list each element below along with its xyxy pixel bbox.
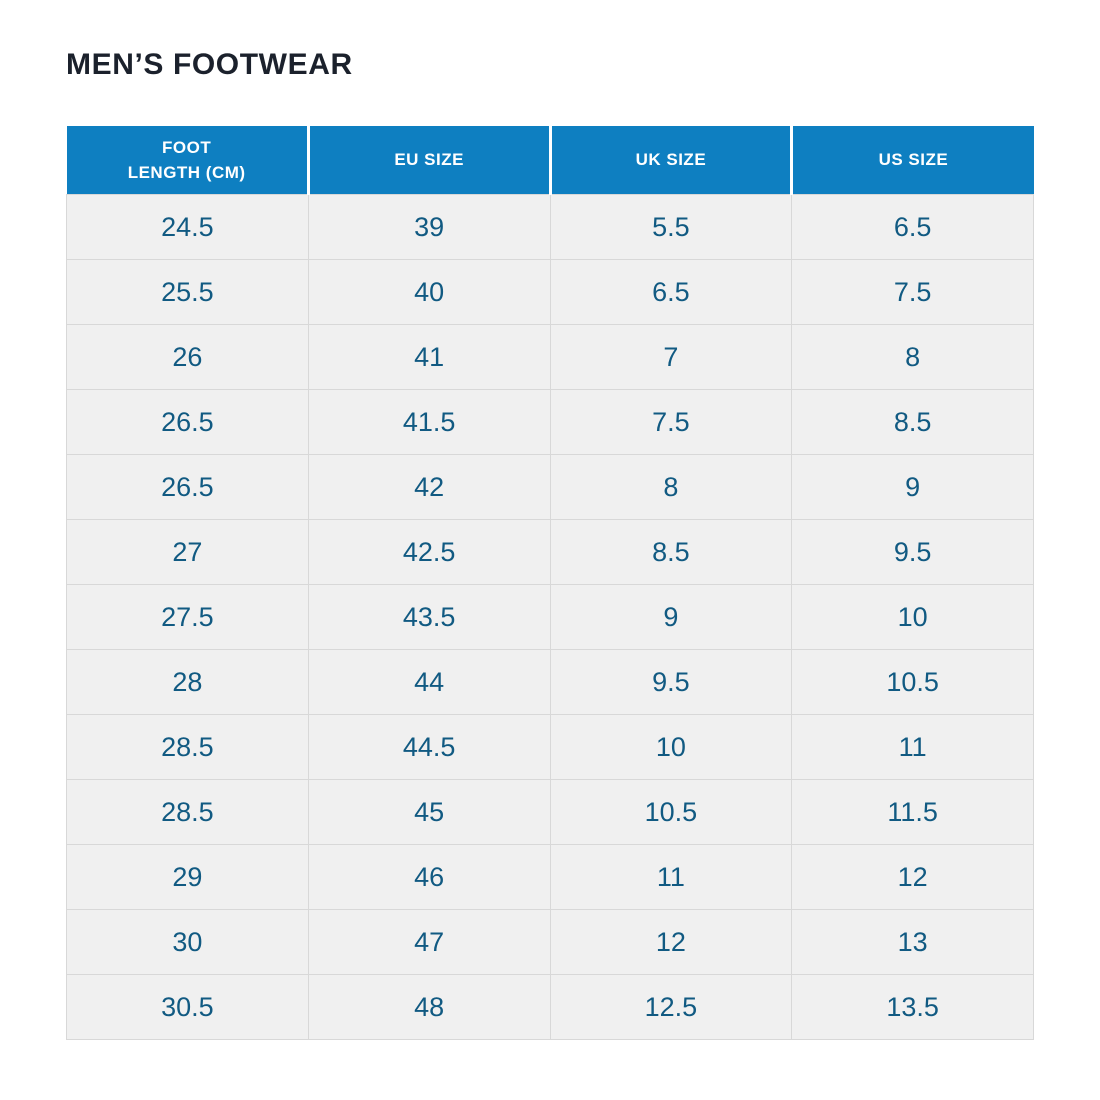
- table-cell: 8.5: [791, 389, 1034, 455]
- table-header: FOOT LENGTH (CM) EU SIZE UK SIZE US SIZE: [66, 126, 1034, 195]
- table-body: 24.5 39 5.5 6.5 25.5 40 6.5 7.5 26 41 7 8 26.5 41.5 7.…: [66, 194, 1034, 1040]
- table-cell: 26: [66, 324, 309, 390]
- table-cell: 8: [791, 324, 1034, 390]
- table-cell: 11.5: [791, 779, 1034, 845]
- table-row: 26 41 7 8: [66, 324, 1034, 390]
- table-cell: 6.5: [549, 259, 793, 325]
- table-cell: 12: [791, 844, 1034, 910]
- content-area: MEN’S FOOTWEAR FOOT LENGTH (CM) EU SIZE UK…: [66, 48, 1034, 1040]
- table-cell: 28: [66, 649, 309, 715]
- table-row: 24.5 39 5.5 6.5: [66, 194, 1034, 260]
- table-row: 28.5 45 10.5 11.5: [66, 779, 1034, 845]
- table-cell: 30.5: [66, 974, 309, 1040]
- table-cell: 43.5: [307, 584, 551, 650]
- table-cell: 13.5: [791, 974, 1034, 1040]
- table-cell: 42.5: [307, 519, 551, 585]
- table-cell: 7.5: [549, 389, 793, 455]
- table-cell: 47: [307, 909, 551, 975]
- table-cell: 44.5: [307, 714, 551, 780]
- table-cell: 13: [791, 909, 1034, 975]
- table-cell: 9: [549, 584, 793, 650]
- column-header-us-size: US SIZE: [791, 126, 1034, 195]
- table-cell: 10.5: [791, 649, 1034, 715]
- table-row: 30 47 12 13: [66, 909, 1034, 975]
- table-row: 26.5 42 8 9: [66, 454, 1034, 520]
- table-cell: 11: [549, 844, 793, 910]
- table-cell: 9.5: [549, 649, 793, 715]
- table-cell: 6.5: [791, 194, 1034, 260]
- table-cell: 9.5: [791, 519, 1034, 585]
- table-cell: 10: [791, 584, 1034, 650]
- table-cell: 7: [549, 324, 793, 390]
- table-cell: 27.5: [66, 584, 309, 650]
- column-header-foot-length-cm: FOOT LENGTH (CM): [66, 126, 310, 195]
- page-title: MEN’S FOOTWEAR: [66, 48, 353, 81]
- table-cell: 39: [307, 194, 551, 260]
- table-cell: 8.5: [549, 519, 793, 585]
- table-row: 28.5 44.5 10 11: [66, 714, 1034, 780]
- table-cell: 9: [791, 454, 1034, 520]
- table-cell: 25.5: [66, 259, 309, 325]
- table-cell: 29: [66, 844, 309, 910]
- table-cell: 7.5: [791, 259, 1034, 325]
- table-cell: 30: [66, 909, 309, 975]
- table-cell: 48: [307, 974, 551, 1040]
- table-cell: 42: [307, 454, 551, 520]
- table-row: 30.5 48 12.5 13.5: [66, 974, 1034, 1040]
- table-cell: 28.5: [66, 714, 309, 780]
- table-cell: 10.5: [549, 779, 793, 845]
- table-row: 28 44 9.5 10.5: [66, 649, 1034, 715]
- table-cell: 11: [791, 714, 1034, 780]
- table-cell: 26.5: [66, 454, 309, 520]
- column-header-eu-size: EU SIZE: [308, 126, 552, 195]
- table-cell: 10: [549, 714, 793, 780]
- table-cell: 28.5: [66, 779, 309, 845]
- table-cell: 40: [307, 259, 551, 325]
- table-cell: 24.5: [66, 194, 309, 260]
- table-cell: 26.5: [66, 389, 309, 455]
- table-cell: 44: [307, 649, 551, 715]
- table-cell: 8: [549, 454, 793, 520]
- table-row: 29 46 11 12: [66, 844, 1034, 910]
- mens-footwear-size-chart: FOOT LENGTH (CM) EU SIZE UK SIZE US SIZE 24…: [66, 126, 1034, 1040]
- table-row: 27.5 43.5 9 10: [66, 584, 1034, 650]
- table-cell: 27: [66, 519, 309, 585]
- table-cell: 5.5: [549, 194, 793, 260]
- table-row: 26.5 41.5 7.5 8.5: [66, 389, 1034, 455]
- table-header-row: FOOT LENGTH (CM) EU SIZE UK SIZE US SIZE: [66, 126, 1034, 195]
- table-row: 25.5 40 6.5 7.5: [66, 259, 1034, 325]
- table-row: 27 42.5 8.5 9.5: [66, 519, 1034, 585]
- table-cell: 45: [307, 779, 551, 845]
- table-cell: 12.5: [549, 974, 793, 1040]
- table-cell: 46: [307, 844, 551, 910]
- table-cell: 12: [549, 909, 793, 975]
- table-cell: 41: [307, 324, 551, 390]
- table-cell: 41.5: [307, 389, 551, 455]
- column-header-uk-size: UK SIZE: [550, 126, 794, 195]
